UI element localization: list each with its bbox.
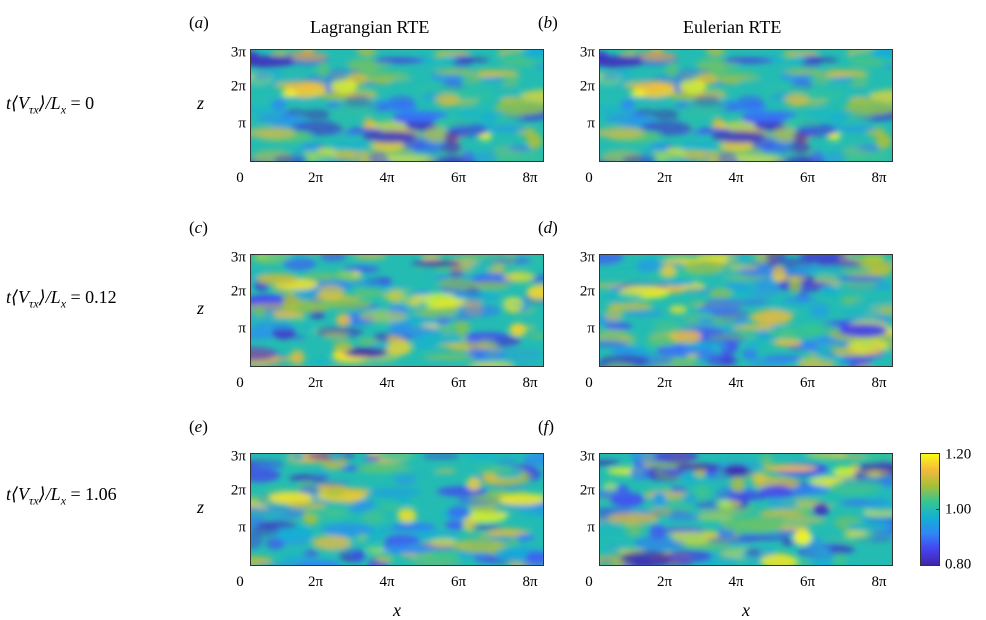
y-tick-d-0: π: [587, 320, 595, 337]
row-label-time-106: t⟨Vτx⟩/Lx = 1.06: [6, 484, 117, 508]
x-tick-d-0: 0: [585, 375, 593, 391]
heatmap-panel-c: [250, 254, 544, 367]
y-tick-b-0: π: [587, 115, 595, 132]
colorbar-tick-min: 0.80: [945, 556, 972, 573]
y-tick-a-1: 2π: [230, 78, 246, 95]
x-tick-f-0: 0: [585, 574, 593, 590]
x-tick-a-3: 6π: [450, 170, 467, 186]
x-tick-e-4: 8π: [522, 574, 538, 590]
x-tick-b-0: 0: [585, 170, 593, 186]
y-axis-label-a: z: [197, 93, 205, 113]
heatmap-field-d: [600, 255, 892, 366]
y-tick-e-1: 2π: [230, 482, 246, 499]
column-title-lagrangian: Lagrangian RTE: [310, 17, 430, 37]
heatmap-field-e: [251, 454, 543, 565]
x-tick-b-1: 2π: [656, 170, 673, 186]
heatmap-panel-a: [250, 49, 544, 162]
x-tick-d-3: 6π: [799, 375, 816, 391]
x-tick-e-3: 6π: [450, 574, 467, 590]
heatmap-field-a: [251, 50, 543, 161]
panel-label-b: (b): [538, 13, 558, 32]
colorbar-tick-max: 1.20: [945, 446, 972, 463]
x-tick-b-2: 4π: [728, 170, 744, 186]
y-tick-e-2: 3π: [230, 448, 246, 465]
panel-label-d: (d): [538, 218, 558, 237]
heatmap-field-c: [251, 255, 543, 366]
row-label-time-0: t⟨Vτx⟩/Lx = 0: [6, 93, 95, 117]
y-tick-c-0: π: [238, 320, 246, 337]
x-tick-a-4: 8π: [522, 170, 538, 186]
x-tick-a-2: 4π: [379, 170, 395, 186]
y-tick-f-2: 3π: [579, 448, 595, 465]
panel-label-a: (a): [189, 13, 209, 32]
y-tick-a-0: π: [238, 115, 246, 132]
y-tick-e-0: π: [238, 519, 246, 536]
x-tick-e-1: 2π: [307, 574, 324, 590]
y-tick-f-0: π: [587, 519, 595, 536]
y-tick-d-2: 3π: [579, 249, 595, 266]
x-tick-f-2: 4π: [728, 574, 744, 590]
x-tick-f-4: 8π: [871, 574, 887, 590]
x-tick-a-1: 2π: [307, 170, 324, 186]
y-tick-f-1: 2π: [579, 482, 595, 499]
x-tick-c-0: 0: [236, 375, 244, 391]
x-tick-a-0: 0: [236, 170, 244, 186]
y-tick-b-2: 3π: [579, 44, 595, 61]
x-axis-label-e: x: [393, 600, 401, 620]
row-label-time-012: t⟨Vτx⟩/Lx = 0.12: [6, 287, 117, 311]
y-tick-b-1: 2π: [579, 78, 595, 95]
x-tick-f-3: 6π: [799, 574, 816, 590]
x-tick-d-4: 8π: [871, 375, 887, 391]
panel-label-f: (f): [538, 417, 555, 436]
y-axis-label-e: z: [197, 497, 205, 517]
x-tick-d-2: 4π: [728, 375, 744, 391]
heatmap-panel-f: [599, 453, 893, 566]
x-tick-e-2: 4π: [379, 574, 395, 590]
x-tick-c-2: 4π: [379, 375, 395, 391]
y-tick-d-1: 2π: [579, 283, 595, 300]
y-tick-c-2: 3π: [230, 249, 246, 266]
y-tick-c-1: 2π: [230, 283, 246, 300]
x-tick-c-4: 8π: [522, 375, 538, 391]
x-tick-f-1: 2π: [656, 574, 673, 590]
panel-label-c: (c): [189, 218, 208, 237]
x-tick-c-3: 6π: [450, 375, 467, 391]
heatmap-field-b: [600, 50, 892, 161]
heatmap-panel-b: [599, 49, 893, 162]
y-tick-a-2: 3π: [230, 44, 246, 61]
x-tick-c-1: 2π: [307, 375, 324, 391]
panel-label-e: (e): [189, 417, 208, 436]
x-tick-b-3: 6π: [799, 170, 816, 186]
y-axis-label-c: z: [197, 298, 205, 318]
x-tick-e-0: 0: [236, 574, 244, 590]
x-tick-d-1: 2π: [656, 375, 673, 391]
column-title-eulerian: Eulerian RTE: [683, 17, 782, 37]
x-tick-b-4: 8π: [871, 170, 887, 186]
heatmap-panel-e: [250, 453, 544, 566]
x-axis-label-f: x: [742, 600, 750, 620]
heatmap-panel-d: [599, 254, 893, 367]
colorbar-tick-mid: 1.00: [945, 501, 972, 518]
heatmap-field-f: [600, 454, 892, 565]
